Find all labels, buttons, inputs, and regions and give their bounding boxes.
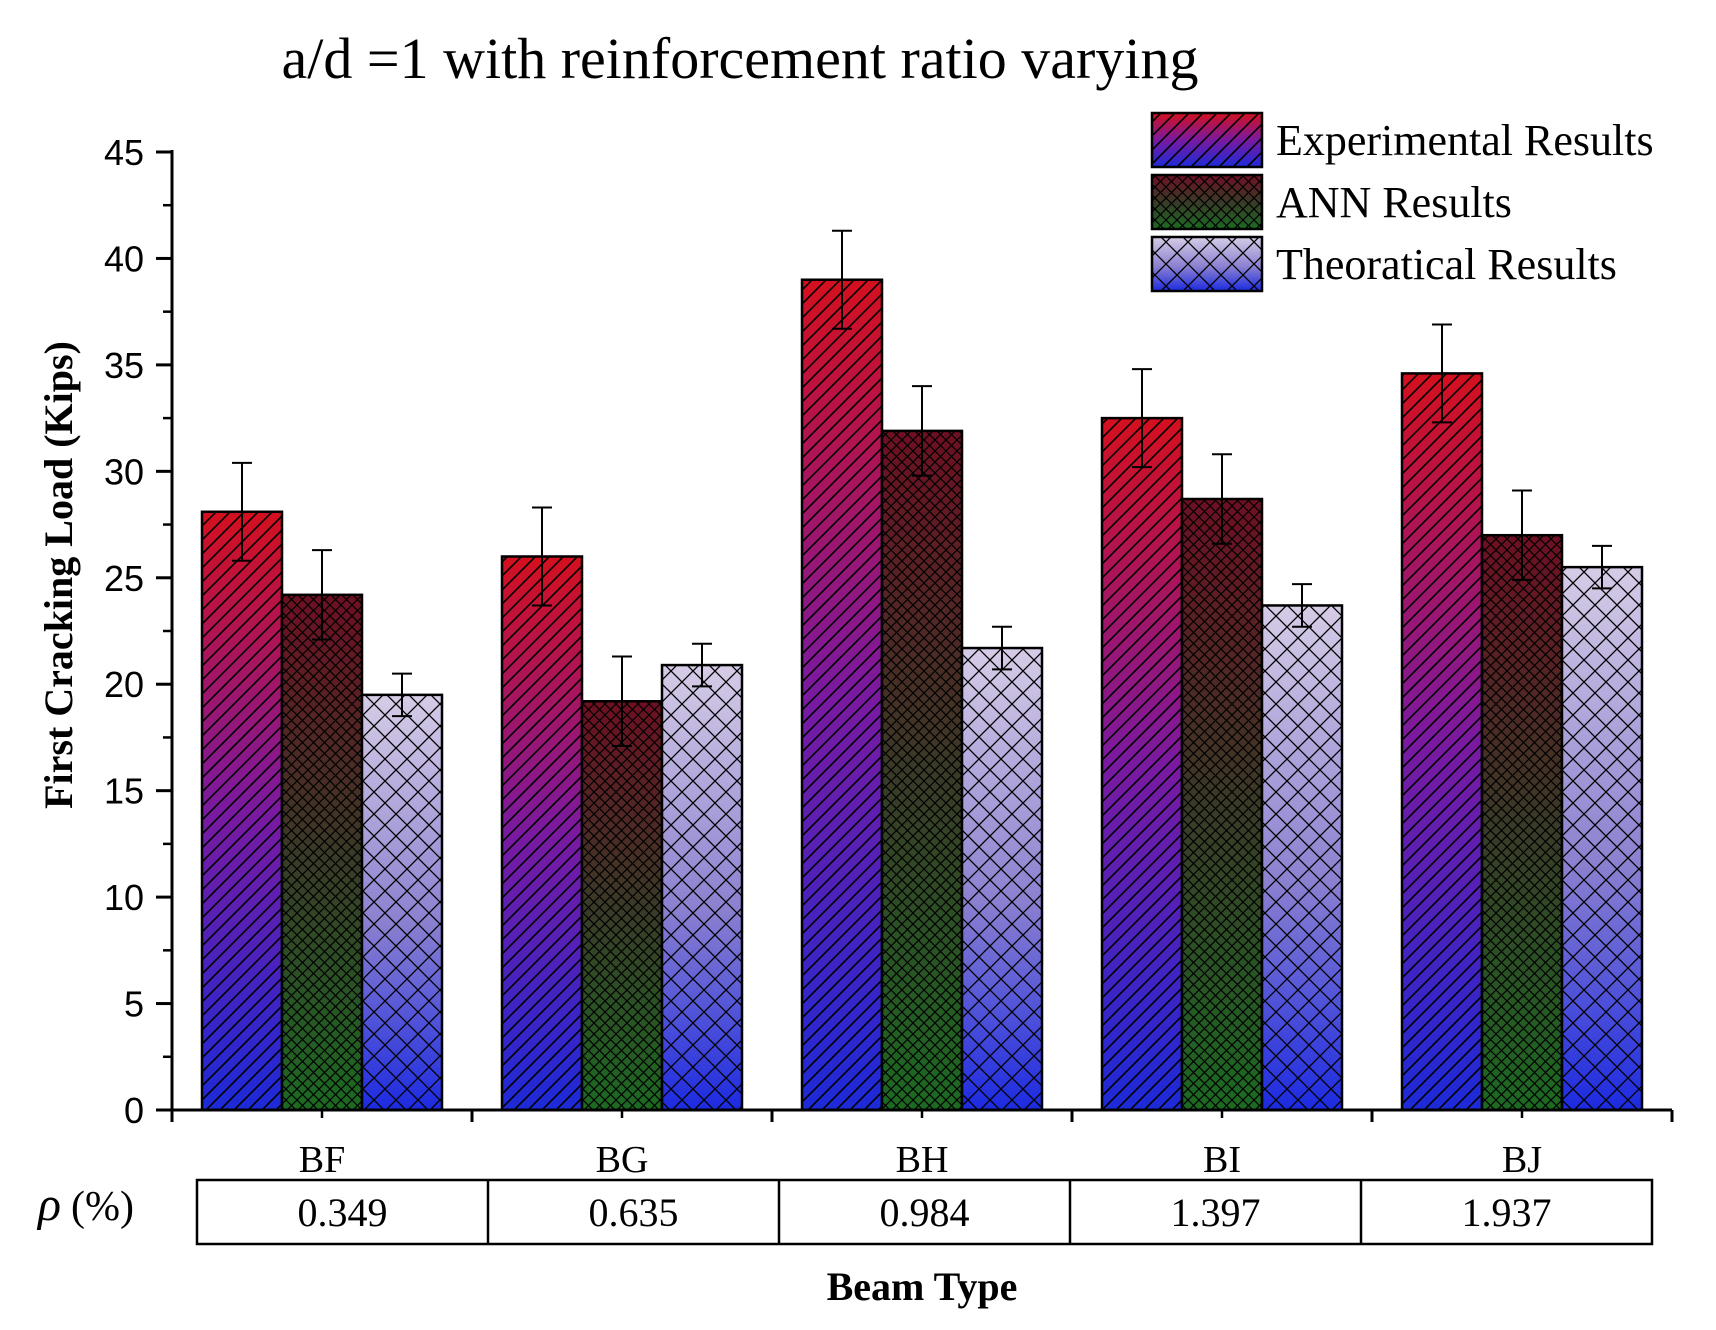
bar-ann-bg [580,700,664,1112]
legend-swatch-hatch [1150,235,1264,293]
error-bar-ann-bi [1212,453,1232,545]
table-cell-value: 0.635 [589,1190,679,1235]
rho-symbol: ρ [36,1178,61,1231]
bar-experimental-bg [500,555,584,1112]
error-bar-experimental-bj [1432,323,1452,424]
y-axis-label: First Cracking Load (Kips) [36,341,81,809]
chart-title: a/d =1 with reinforcement ratio varying [282,26,1199,91]
x-tick-label-bh: BH [896,1139,949,1181]
bar-experimental-bi [1100,416,1184,1112]
bar-theoretical-bi [1260,604,1344,1112]
y-tick-label: 5 [124,984,144,1025]
bar-experimental-bf [200,510,284,1112]
legend-swatch-hatch [1150,173,1264,231]
error-bar-theoretical-bj [1592,544,1612,590]
table-cell-value: 1.397 [1171,1190,1261,1235]
error-bar-ann-bj [1512,489,1532,581]
x-axis-label: Beam Type [827,1264,1018,1309]
y-tick-label: 35 [104,345,144,386]
bar-theoretical-bj [1560,565,1644,1112]
y-tick-label: 20 [104,664,144,705]
bar-ann-bh [880,429,964,1112]
bar-hatch [360,693,444,1112]
x-tick-label-bj: BJ [1502,1139,1542,1181]
legend-item-theoretical: Theoratical Results [1150,235,1617,293]
bar-hatch [880,429,964,1112]
y-tick-label: 45 [104,132,144,173]
bar-hatch [660,663,744,1112]
error-bar-ann-bh [912,385,932,477]
y-tick-label: 10 [104,877,144,918]
bar-ann-bf [280,593,364,1112]
legend-label: Experimental Results [1276,116,1654,165]
legend: Experimental Results ANN Results Theoratic… [1150,111,1654,293]
table-border [195,1178,1654,1246]
legend-swatch-hatch [1150,111,1264,169]
bar-hatch [1100,416,1184,1112]
bar-hatch [280,593,364,1112]
table-cell-value: 0.349 [298,1190,388,1235]
error-bar-theoretical-bi [1292,583,1312,628]
error-bars-layer [232,229,1612,747]
bar-hatch [200,510,284,1112]
bar-hatch [1560,565,1644,1112]
bar-hatch [960,646,1044,1112]
bar-hatch [1260,604,1344,1112]
error-bar-experimental-bi [1132,368,1152,469]
legend-item-ann: ANN Results [1150,173,1512,231]
table-cell-value: 1.937 [1462,1190,1552,1235]
error-bar-theoretical-bg [692,642,712,688]
error-bar-theoretical-bf [392,672,412,718]
y-tick-label: 30 [104,451,144,492]
error-bar-experimental-bg [532,506,552,607]
bar-theoretical-bh [960,646,1044,1112]
x-tick-label-bi: BI [1203,1139,1241,1181]
bar-experimental-bj [1400,372,1484,1112]
error-bar-theoretical-bh [992,625,1012,671]
bar-experimental-bh [800,278,884,1112]
y-tick-label: 0 [124,1090,144,1131]
bar-hatch [1400,372,1484,1112]
bar-theoretical-bf [360,693,444,1112]
bar-hatch [500,555,584,1112]
bar-hatch [580,700,664,1112]
bar-ann-bj [1480,533,1564,1112]
error-bar-ann-bg [612,655,632,747]
y-tick-label: 25 [104,558,144,599]
bars-layer [200,278,1644,1112]
bar-hatch [1180,497,1264,1112]
rho-unit: (%) [71,1184,134,1230]
bar-hatch [1480,533,1564,1112]
reinforcement-ratio-table: 0.349 0.635 0.984 1.397 1.937 ρ (%) [36,1178,1654,1246]
legend-label: ANN Results [1276,178,1512,227]
bar-hatch [800,278,884,1112]
legend-label: Theoratical Results [1276,240,1617,289]
y-ticks-layer: 0 5 10 15 20 25 30 35 40 45 [104,132,172,1131]
legend-item-experimental: Experimental Results [1150,111,1654,169]
table-row-label: ρ (%) [36,1178,134,1231]
bar-ann-bi [1180,497,1264,1112]
x-tick-label-bg: BG [596,1139,649,1181]
bar-theoretical-bg [660,663,744,1112]
error-bar-experimental-bh [832,229,852,330]
table-cell-value: 0.984 [880,1190,970,1235]
error-bar-experimental-bf [232,461,252,562]
y-tick-label: 40 [104,238,144,279]
y-tick-label: 15 [104,771,144,812]
x-tick-label-bf: BF [299,1139,345,1181]
error-bar-ann-bf [312,549,332,641]
x-ticks-layer: BF BG BH BI BJ [170,1110,1674,1181]
